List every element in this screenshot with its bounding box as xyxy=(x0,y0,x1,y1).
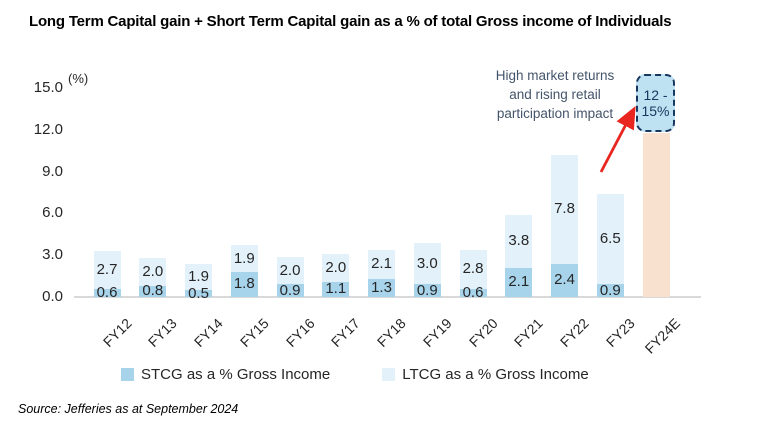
legend-swatch-ltcg xyxy=(382,368,396,381)
bar-segment-ltcg xyxy=(139,257,167,286)
bar-segment-ltcg xyxy=(551,154,578,264)
x-axis-tick-label: FY18 xyxy=(373,315,409,350)
bar-segment-ltcg xyxy=(459,249,487,289)
bar-segment-stcg xyxy=(551,263,578,297)
bar-segment-stcg xyxy=(505,267,533,297)
bar-label-stcg: 0.6 xyxy=(96,283,118,301)
annotation-line: participation impact xyxy=(496,106,614,121)
bar-label-ltcg: 2.0 xyxy=(325,258,347,276)
bar-segment-ltcg xyxy=(322,253,350,282)
bar-label-stcg: 2.1 xyxy=(508,273,530,291)
bar-segment-stcg xyxy=(322,281,350,297)
x-axis-tick-label: FY19 xyxy=(419,315,455,350)
chart-title: Long Term Capital gain + Short Term Capi… xyxy=(29,13,672,30)
bar-segment-ltcg xyxy=(413,242,441,285)
forecast-range-label: 12 - xyxy=(643,87,668,103)
bar-label-ltcg: 1.9 xyxy=(233,249,255,267)
y-axis-tick-label: 0.0 xyxy=(42,288,63,305)
bar-segment-stcg xyxy=(459,288,487,297)
bar-label-stcg: 0.9 xyxy=(599,281,621,299)
legend-item-ltcg: LTCG as a % Gross Income xyxy=(382,366,589,383)
bar-segment-stcg xyxy=(139,285,167,297)
bar-segment-stcg xyxy=(596,284,624,297)
bar-segment-stcg xyxy=(276,284,304,297)
y-axis-unit-label: (%) xyxy=(68,71,89,86)
legend: STCG as a % Gross Income LTCG as a % Gro… xyxy=(121,366,589,383)
bar-label-stcg: 0.9 xyxy=(279,281,301,299)
y-axis-tick-label: 12.0 xyxy=(33,120,63,138)
bar-segment-stcg xyxy=(93,288,121,297)
x-axis-line xyxy=(74,296,701,298)
x-axis-tick-label: FY15 xyxy=(236,315,272,350)
bar-label-stcg: 0.8 xyxy=(142,282,164,300)
y-axis-tick-label: 15.0 xyxy=(33,79,63,97)
forecast-range-box: 12 - 15% xyxy=(636,74,675,132)
bar-label-ltcg: 2.7 xyxy=(96,260,118,278)
bar-label-stcg: 0.5 xyxy=(188,284,209,302)
legend-label-stcg: STCG as a % Gross Income xyxy=(141,366,331,383)
annotation-line: and rising retail xyxy=(509,87,601,102)
bar-segment-stcg xyxy=(185,290,212,297)
bar-segment-ltcg xyxy=(185,263,212,291)
bar-segment-ltcg xyxy=(505,214,533,268)
bar-label-stcg: 1.8 xyxy=(233,275,255,293)
bar-label-ltcg: 3.0 xyxy=(416,254,438,272)
bar-segment-ltcg xyxy=(368,249,395,279)
x-axis-tick-label: FY20 xyxy=(465,315,501,350)
x-axis-tick-label: FY24E xyxy=(641,315,684,357)
bar-label-stcg: 1.1 xyxy=(325,280,347,298)
legend-item-stcg: STCG as a % Gross Income xyxy=(121,366,330,383)
y-axis-tick-label: 3.0 xyxy=(42,246,63,264)
bar-label-ltcg: 3.8 xyxy=(508,232,530,250)
bar-label-ltcg: 2.1 xyxy=(371,255,392,273)
bar-label-ltcg: 2.0 xyxy=(142,262,164,280)
bar-segment-ltcg xyxy=(596,193,624,285)
x-axis-tick-label: FY17 xyxy=(328,315,364,350)
bar-segment-stcg xyxy=(368,278,395,297)
bar-label-ltcg: 6.5 xyxy=(599,230,621,248)
x-axis-tick-label: FY16 xyxy=(282,315,318,350)
source-note: Source: Jefferies as at September 2024 xyxy=(18,402,239,416)
bar-label-ltcg: 1.9 xyxy=(188,267,209,285)
y-axis-tick-label: 6.0 xyxy=(42,204,63,222)
bar-label-stcg: 2.4 xyxy=(554,271,575,289)
x-axis-tick-label: FY12 xyxy=(99,315,135,350)
bar-label-ltcg: 2.0 xyxy=(279,261,301,279)
bar-label-stcg: 0.6 xyxy=(462,283,484,301)
forecast-range-label: 15% xyxy=(641,103,670,119)
annotation-text: High market returns and rising retail pa… xyxy=(468,66,642,123)
bar-segment-ltcg xyxy=(93,251,121,289)
y-axis-tick-label: 9.0 xyxy=(42,162,63,180)
bar-label-stcg: 0.9 xyxy=(416,281,438,299)
x-axis-tick-label: FY14 xyxy=(190,315,226,350)
x-axis-tick-label: FY13 xyxy=(145,315,181,350)
bar-label-ltcg: 2.8 xyxy=(462,260,484,278)
x-axis-tick-label: FY22 xyxy=(556,315,592,350)
bar-label-ltcg: 7.8 xyxy=(554,200,575,218)
legend-swatch-stcg xyxy=(121,368,134,381)
x-axis-tick-label: FY23 xyxy=(602,315,638,350)
bar-label-stcg: 1.3 xyxy=(371,278,392,296)
bar-segment-stcg xyxy=(230,271,258,297)
forecast-bar xyxy=(642,132,670,297)
bar-segment-ltcg xyxy=(276,256,304,285)
legend-label-ltcg: LTCG as a % Gross Income xyxy=(402,366,589,383)
bar-segment-ltcg xyxy=(230,245,258,272)
x-axis-tick-label: FY21 xyxy=(511,315,547,350)
annotation-line: High market returns xyxy=(495,68,615,83)
bar-segment-stcg xyxy=(413,284,441,297)
